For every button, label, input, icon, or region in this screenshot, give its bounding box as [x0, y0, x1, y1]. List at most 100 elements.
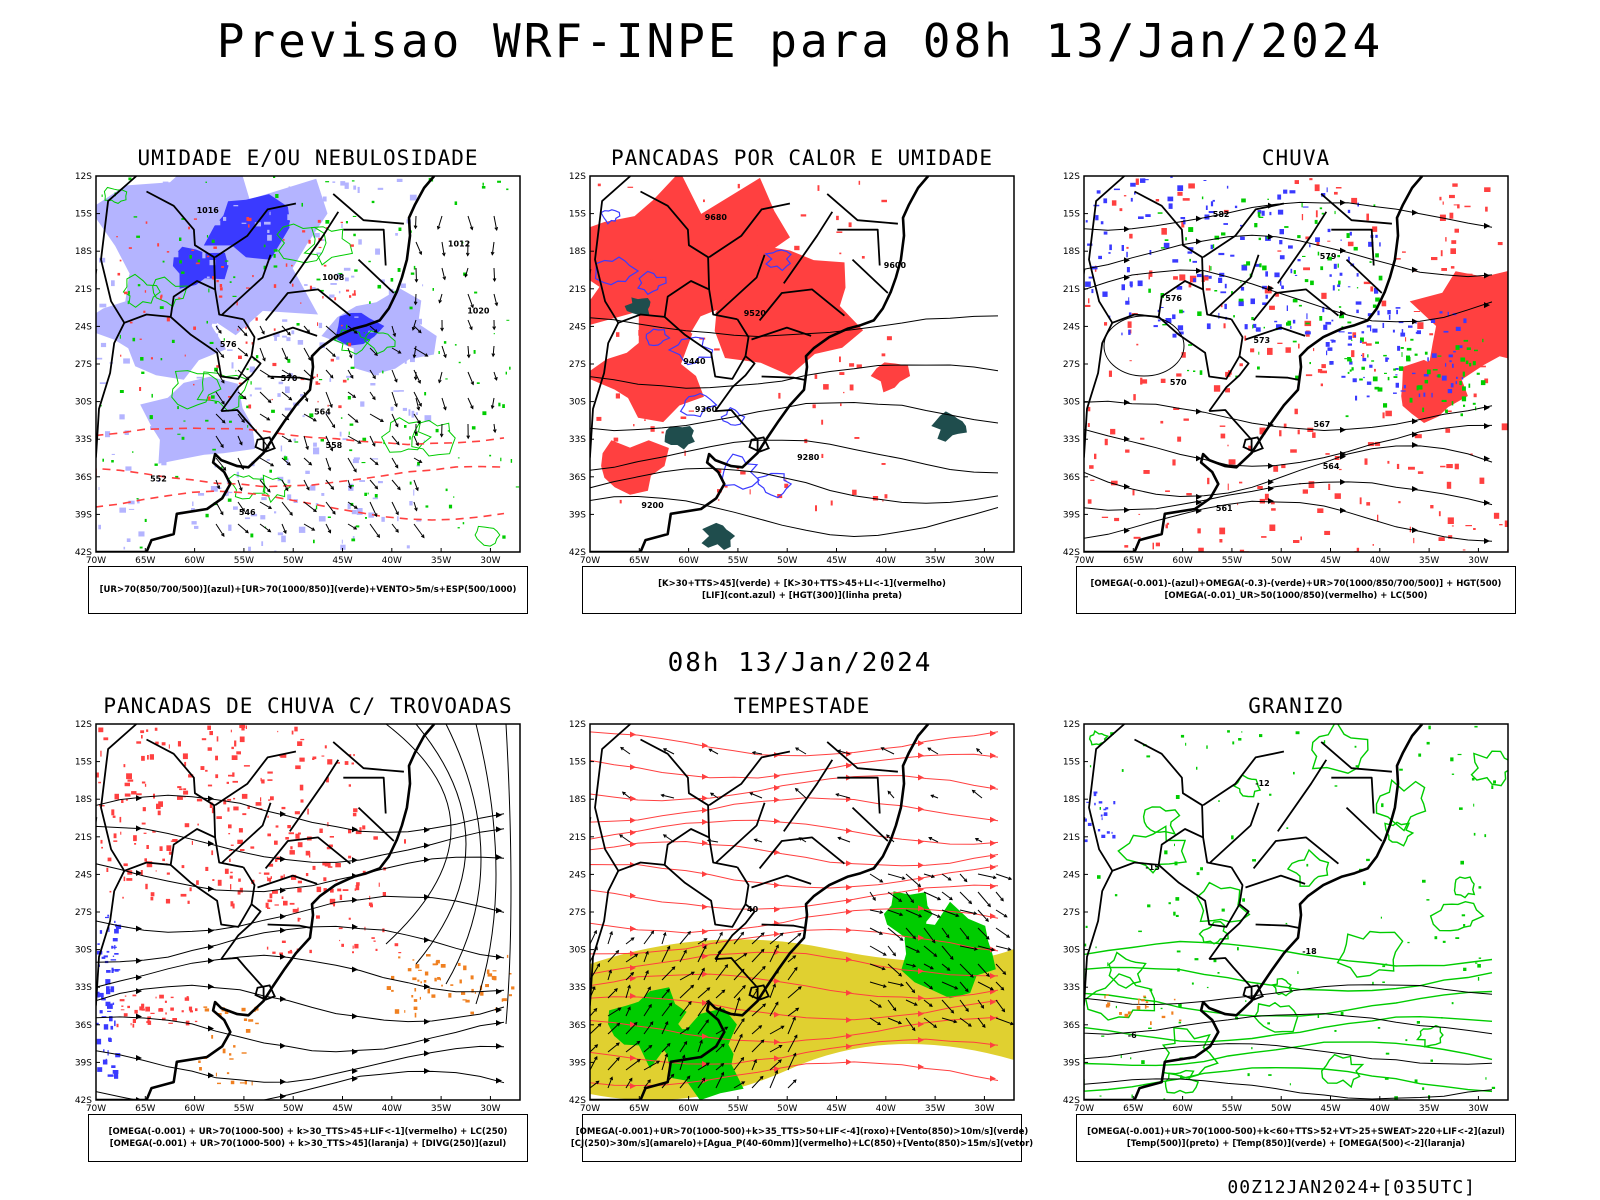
- border-line: [761, 923, 807, 929]
- lat-tick-label: 42S: [1063, 1096, 1080, 1106]
- meteorological-field: 582 579 576 573 570 567 564 561: [1084, 176, 1508, 552]
- coastline: [590, 724, 930, 1100]
- lon-tick-label: 35W: [925, 556, 945, 566]
- forecast-map: 9680 9600 9520 9440 9360 9280 9200 12S 15S 18S 21S…: [569, 172, 1015, 566]
- border-line: [289, 759, 340, 832]
- lon-tick-label: 55W: [728, 1104, 748, 1114]
- lon-tick-label: 55W: [728, 556, 748, 566]
- border-line: [1088, 724, 1159, 872]
- contour-label: 582: [1213, 210, 1230, 219]
- border-line: [357, 258, 395, 294]
- border-line: [851, 806, 889, 842]
- page-title: Previsao WRF-INPE para 08h 13/Jan/2024: [216, 14, 1384, 68]
- lat-tick-label: 39S: [1063, 510, 1080, 520]
- lat-tick-label: 18S: [1063, 247, 1080, 257]
- border-line: [264, 836, 351, 869]
- border-line: [826, 193, 898, 225]
- lon-tick-label: 50W: [1271, 556, 1291, 566]
- lat-tick-label: 39S: [1063, 1058, 1080, 1068]
- border-line: [220, 866, 262, 960]
- lon-tick-label: 35W: [431, 556, 451, 566]
- border-line: [837, 776, 881, 814]
- lon-tick-label: 40W: [876, 1104, 896, 1114]
- legend-line: [CJ(250)>30m/s](amarelo)+[Agua_P(40-60mm…: [570, 1139, 1034, 1149]
- lat-tick-label: 39S: [569, 1058, 586, 1068]
- border-line: [715, 409, 759, 453]
- border-line: [1320, 193, 1392, 225]
- forecast-map: 12S 15S 18S 21S 24S 27S 30S 33S 36S 39S 42S 70W 65W 6…: [75, 720, 521, 1114]
- lon-tick-label: 40W: [382, 556, 402, 566]
- border-line: [590, 322, 620, 461]
- border-line: [1277, 759, 1328, 832]
- border-line: [264, 288, 351, 321]
- map-svg: 582 579 576 573 570 567 564 561 12S 15S 18S 21S 24S 2…: [1063, 172, 1509, 566]
- border-line: [758, 836, 845, 869]
- contour-label: 576: [1165, 294, 1182, 303]
- border-line: [257, 874, 318, 889]
- border-line: [761, 375, 807, 381]
- lon-tick-label: 40W: [1370, 1104, 1390, 1114]
- border-line: [714, 866, 756, 960]
- contour-label: 9440: [683, 357, 706, 366]
- lat-tick-label: 18S: [1063, 795, 1080, 805]
- lat-tick-label: 27S: [1063, 360, 1080, 370]
- lat-tick-label: 18S: [75, 247, 92, 257]
- lon-tick-label: 35W: [431, 1104, 451, 1114]
- border-line: [221, 957, 265, 1001]
- lat-tick-label: 30S: [1063, 398, 1080, 408]
- lat-tick-label: 42S: [569, 548, 586, 558]
- legend-line: [OMEGA(-0.01)_UR>50(1000/850)(vermelho) …: [1164, 591, 1428, 601]
- lat-tick-label: 36S: [1063, 1021, 1080, 1031]
- lon-tick-label: 50W: [283, 1104, 303, 1114]
- lat-tick-label: 24S: [569, 870, 586, 880]
- lat-tick-label: 15S: [75, 758, 92, 768]
- lat-tick-label: 42S: [75, 548, 92, 558]
- contour-label: 561: [1216, 504, 1233, 513]
- contour-label: -12: [1255, 779, 1269, 788]
- legend-line: [LIF](cont.azul) + [HGT(300)](linha pret…: [701, 591, 903, 601]
- lat-tick-label: 36S: [569, 1021, 586, 1031]
- lon-tick-label: 35W: [1419, 556, 1439, 566]
- border-line: [146, 190, 216, 290]
- border-line: [100, 724, 171, 872]
- panel-legend: [OMEGA(-0.001)-(azul)+OMEGA(-0.3)-(verde…: [1076, 566, 1516, 614]
- lat-tick-label: 21S: [569, 833, 586, 843]
- border-line: [357, 806, 395, 842]
- panel-title: PANCADAS POR CALOR E UMIDADE: [610, 146, 993, 170]
- lat-tick-label: 21S: [1063, 285, 1080, 295]
- lat-tick-label: 33S: [75, 983, 92, 993]
- panel-title: CHUVA: [1261, 146, 1331, 170]
- lat-tick-label: 12S: [569, 720, 586, 730]
- lat-tick-label: 30S: [1063, 946, 1080, 956]
- coastline: [96, 724, 436, 1100]
- border-line: [1088, 176, 1159, 324]
- contour-label: 564: [1323, 462, 1340, 471]
- lat-tick-label: 39S: [75, 510, 92, 520]
- border-line: [96, 322, 126, 461]
- border-line: [1209, 802, 1260, 864]
- meteorological-field: 1016 1012 1008 1020 576 570 564 558 552 546: [96, 176, 520, 552]
- border-line: [851, 258, 889, 294]
- border-line: [1134, 190, 1204, 290]
- border-line: [100, 176, 171, 324]
- border-line: [169, 828, 253, 928]
- lat-tick-label: 21S: [569, 285, 586, 295]
- lat-tick-label: 30S: [569, 398, 586, 408]
- lat-tick-label: 30S: [569, 946, 586, 956]
- lat-tick-label: 36S: [75, 473, 92, 483]
- valid-time-label: 08h 13/Jan/2024: [667, 648, 933, 678]
- border-line: [1245, 326, 1306, 341]
- lon-tick-label: 70W: [580, 1104, 600, 1114]
- border-line: [1331, 228, 1375, 266]
- lat-tick-label: 42S: [75, 1096, 92, 1106]
- lon-tick-label: 60W: [184, 1104, 204, 1114]
- lat-tick-label: 24S: [569, 322, 586, 332]
- contour-label: 9600: [884, 261, 907, 270]
- contour-label: 1016: [197, 206, 220, 215]
- border-line: [594, 176, 665, 324]
- legend-line: [K>30+TTS>45](verde) + [K>30+TTS>45+LI<-…: [658, 579, 946, 589]
- lon-tick-label: 30W: [1468, 1104, 1488, 1114]
- border-line: [594, 724, 665, 872]
- lon-tick-label: 45W: [1320, 1104, 1340, 1114]
